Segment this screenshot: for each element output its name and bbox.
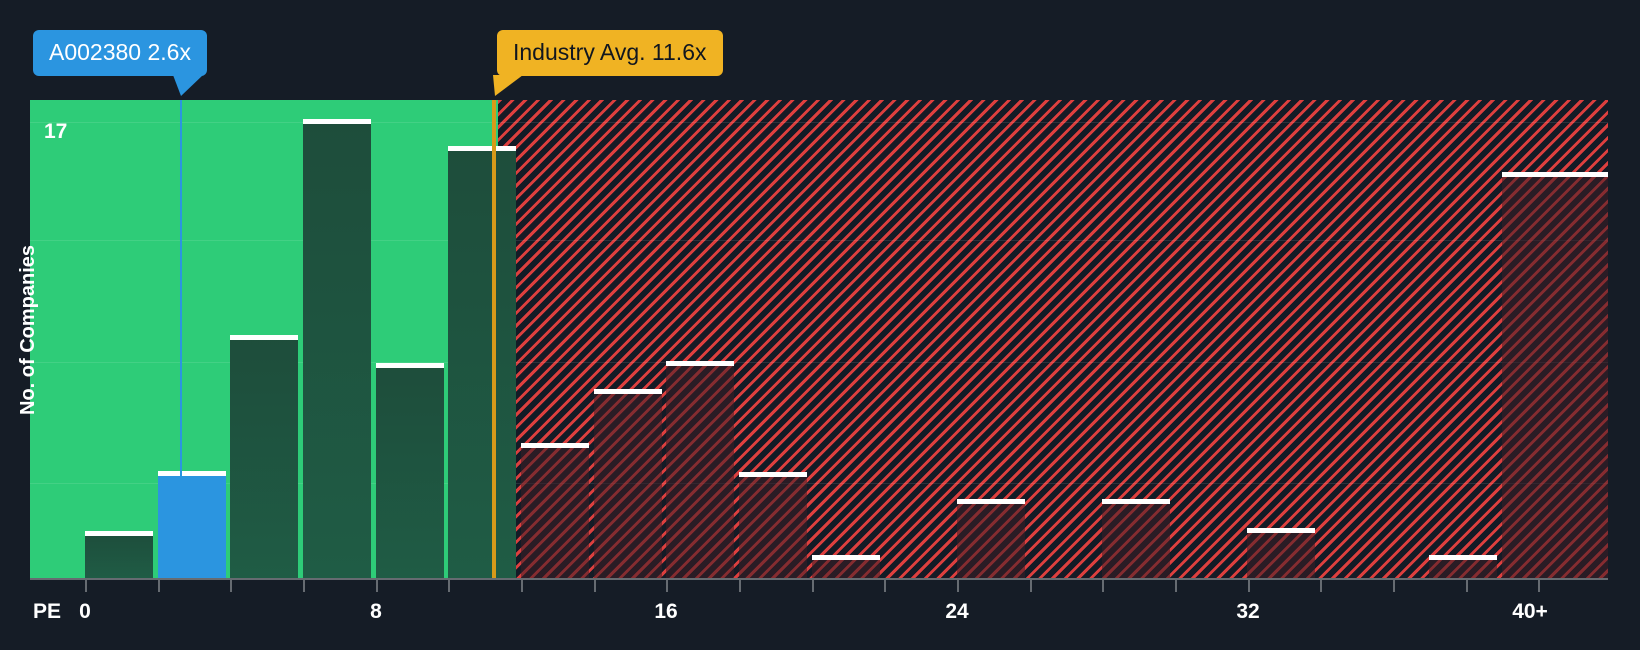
industry-callout[interactable]: Industry Avg. 11.6x [493,30,723,96]
x-axis-line [30,578,1608,580]
x-tick-label-40plus: 40+ [1512,600,1548,623]
bar-cap [303,119,371,124]
gridline [30,483,1608,484]
bar-cap [1429,555,1497,560]
x-tick [1320,580,1322,592]
bar-bin-16-18 [594,389,662,578]
x-tick-label-0: 0 [79,600,91,623]
x-tick [594,580,596,592]
x-tick-label-16: 16 [654,600,678,623]
industry-marker-line [492,100,496,578]
bar-cap [230,335,298,340]
bar-cap [1247,528,1315,533]
bar-bin-0-2 [85,531,153,578]
x-tick [158,580,160,592]
x-tick [1030,580,1032,592]
company-marker-line [180,100,182,578]
x-tick [1102,580,1104,592]
x-tick [85,580,87,592]
bar-cap [1502,172,1608,177]
bar-bin-32-34 [1102,499,1170,578]
bar-cap [521,443,589,448]
x-tick [739,580,741,592]
overvalued-zone [498,100,1608,578]
gridline [30,362,1608,363]
bar-cap [739,472,807,477]
y-axis-title: No. of Companies [17,244,39,415]
callout-tail [173,75,203,96]
bar-bin-4-6 [230,335,298,578]
x-tick [1538,580,1540,592]
x-tick [1466,580,1468,592]
industry-callout-label: Industry Avg. 11.6x [513,39,707,65]
x-tick-label-8: 8 [370,600,382,623]
bar-cap [158,471,226,476]
bar-cap [666,361,734,366]
x-tick [1393,580,1395,592]
x-axis-prefix-label: PE [33,600,62,623]
bar-bin-8-10 [376,363,444,578]
bar-bin-10-12 [448,146,516,578]
bar-cap [812,555,880,560]
bar-bin-18-20 [666,361,734,578]
bar-cap [594,389,662,394]
bar-bin-24-26 [812,555,880,578]
x-tick-label-24: 24 [945,600,969,623]
plot-area [30,100,1608,578]
callout-tail [493,75,523,96]
bar-bin-28-30 [957,499,1025,578]
x-tick [230,580,232,592]
bar-bin-40-plus [1502,172,1608,578]
gridline [30,240,1608,241]
bar-cap [1102,499,1170,504]
bar-bin-22-24 [739,472,807,578]
bar-bin-14-16 [521,443,589,578]
x-tick-label-32: 32 [1236,600,1260,623]
company-callout[interactable]: A002380 2.6x [33,30,207,96]
x-tick [303,580,305,592]
y-max-label: 17 [44,120,68,143]
x-tick [957,580,959,592]
bar-cap [376,363,444,368]
x-tick [812,580,814,592]
x-tick [521,580,523,592]
bar-bin-6-8 [303,119,371,578]
x-tick [1248,580,1250,592]
x-tick [376,580,378,592]
bar-cap [448,146,516,151]
x-tick [666,580,668,592]
bar-bin-38-40 [1429,555,1497,578]
x-tick [884,580,886,592]
bar-bin-2-4-highlighted[interactable] [158,471,226,578]
x-tick [1175,580,1177,592]
x-tick [448,580,450,592]
bar-cap [957,499,1025,504]
bar-bin-36-38 [1247,528,1315,578]
company-callout-label: A002380 2.6x [49,39,191,65]
bar-cap [85,531,153,536]
gridline [30,122,1608,123]
